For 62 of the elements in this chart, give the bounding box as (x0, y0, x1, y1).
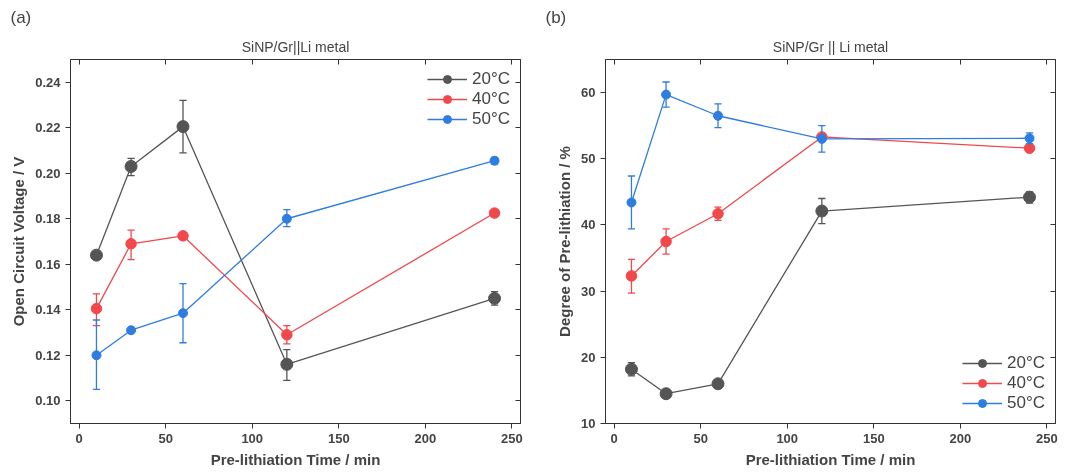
point (89, 248, 103, 262)
y-tick-label: 0.10 (35, 393, 61, 409)
point (1023, 142, 1036, 154)
x-tick-label: 200 (949, 430, 972, 446)
y-tick-label: 0.18 (35, 211, 61, 227)
point (488, 207, 501, 219)
point (281, 329, 293, 341)
chart-title: SiNP/Gr||Li metal (241, 38, 350, 55)
point (660, 235, 672, 248)
point (280, 357, 294, 371)
x-tick-label: 50 (693, 430, 708, 446)
x-axis-title: Pre-lithiation Time / min (745, 450, 916, 468)
y-tick-label: 50 (581, 151, 596, 167)
x-tick-label: 0 (75, 430, 83, 446)
x-axis-title: Pre-lithiation Time / min (210, 450, 381, 468)
y-tick-label: 0.22 (35, 120, 61, 136)
point (178, 308, 188, 319)
point (125, 238, 137, 250)
point (281, 213, 292, 224)
y-tick-label: 60 (581, 85, 596, 101)
x-tick-label: 150 (327, 430, 350, 446)
y-tick-label: 40 (581, 217, 596, 233)
legend-label: 20°C (1007, 353, 1045, 373)
legend-label: 50°C (472, 109, 510, 129)
point (124, 159, 138, 173)
x-tick-label: 100 (241, 430, 264, 446)
x-tick-label: 200 (414, 430, 437, 446)
x-tick-label: 100 (776, 430, 799, 446)
point (126, 325, 137, 336)
legend-label: 40°C (472, 89, 510, 109)
y-tick-label: 0.14 (35, 302, 62, 318)
legend-label: 50°C (1007, 393, 1045, 413)
x-tick-label: 250 (501, 430, 523, 446)
x-tick-label: 150 (862, 430, 885, 446)
chart-title: SiNP/Gr || Li metal (772, 38, 889, 55)
point (815, 204, 829, 218)
y-tick-label: 0.24 (35, 74, 62, 90)
point (625, 270, 638, 282)
x-tick-label: 50 (158, 430, 173, 446)
text: (b) (545, 7, 567, 27)
text: (a) (10, 7, 32, 27)
point (713, 110, 723, 121)
x-tick-label: 0 (610, 430, 618, 446)
point (661, 89, 672, 100)
point (626, 197, 637, 208)
y-tick-label: 20 (581, 349, 596, 365)
y-tick-label: 0.16 (35, 256, 61, 272)
y-tick-label: 0.20 (35, 165, 61, 181)
legend-label: 40°C (1007, 373, 1045, 393)
y-tick-label: 0.12 (35, 347, 61, 363)
x-tick-label: 250 (1036, 430, 1058, 446)
point (90, 302, 103, 315)
point (177, 230, 189, 242)
point (176, 120, 190, 134)
y-axis-title: Degree of Pre-lithiation / % (556, 146, 574, 337)
y-tick-label: 10 (581, 416, 596, 431)
y-axis-title: Open Circuit Voltage / V (10, 156, 28, 327)
point (91, 350, 102, 361)
y-tick-label: 30 (581, 283, 596, 299)
point (711, 377, 725, 391)
legend-label: 20°C (472, 69, 510, 89)
point (659, 387, 673, 401)
